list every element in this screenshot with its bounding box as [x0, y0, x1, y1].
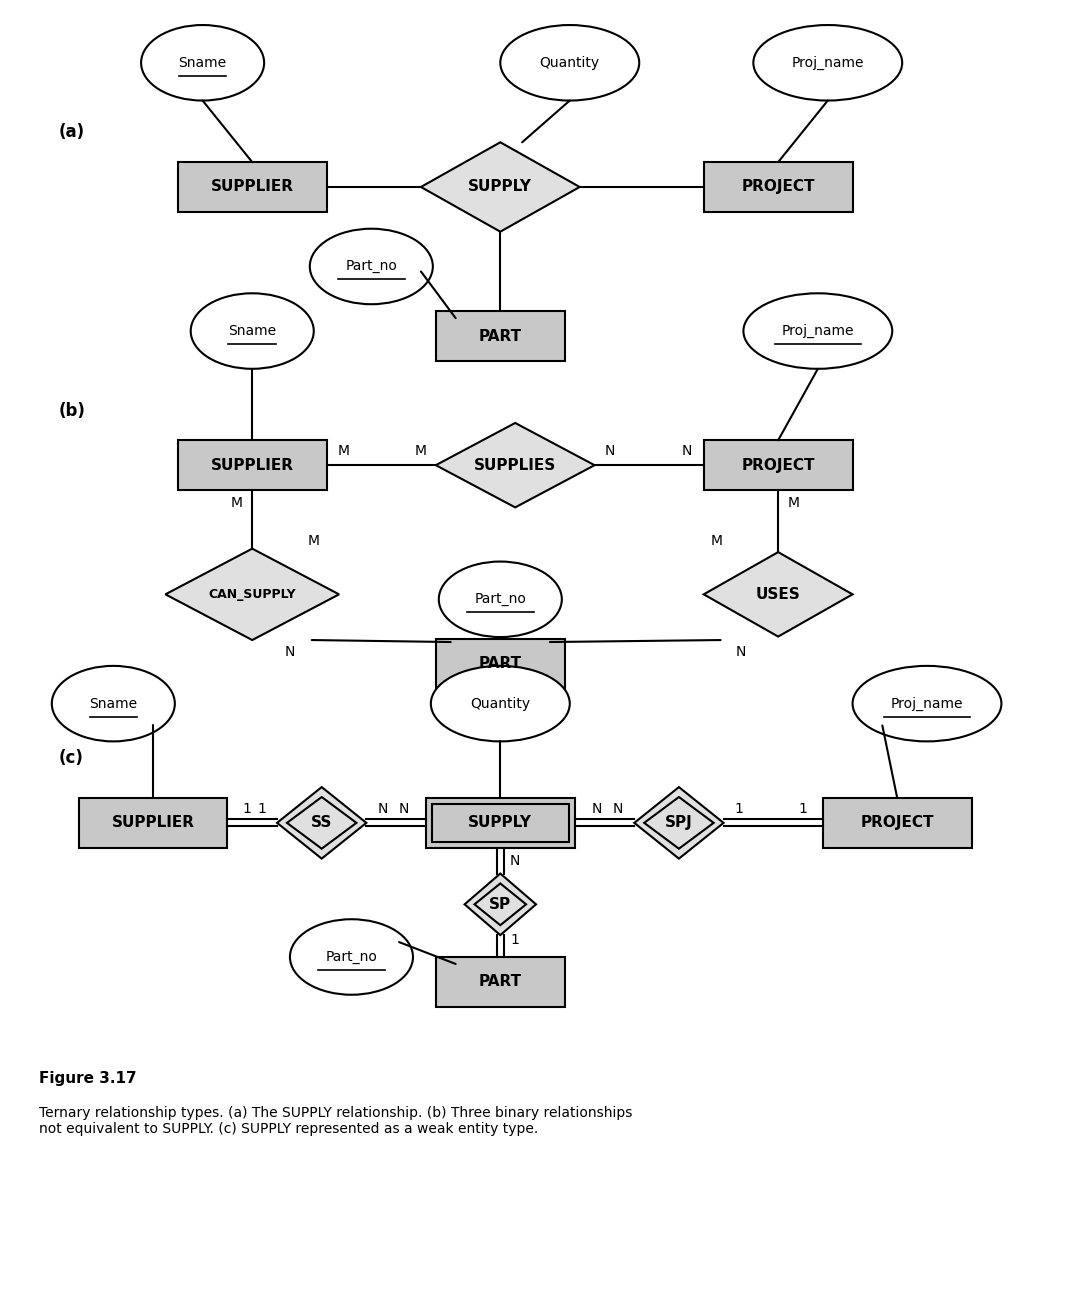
Text: SUPPLIER: SUPPLIER — [211, 180, 294, 194]
Text: SS: SS — [311, 815, 333, 831]
Text: Quantity: Quantity — [470, 696, 530, 710]
Text: Ternary relationship types. (a) The SUPPLY relationship. (b) Three binary relati: Ternary relationship types. (a) The SUPP… — [39, 1106, 632, 1136]
Text: Proj_name: Proj_name — [891, 696, 963, 710]
Text: SPJ: SPJ — [665, 815, 692, 831]
Ellipse shape — [310, 229, 433, 304]
Text: Proj_name: Proj_name — [792, 56, 864, 70]
Text: N: N — [285, 644, 295, 659]
Text: 1: 1 — [258, 802, 267, 817]
Text: Figure 3.17: Figure 3.17 — [39, 1071, 136, 1086]
Ellipse shape — [289, 919, 413, 995]
Text: PROJECT: PROJECT — [741, 180, 815, 194]
Text: PART: PART — [478, 974, 522, 990]
Text: M: M — [338, 444, 350, 458]
FancyBboxPatch shape — [704, 440, 852, 490]
Text: PART: PART — [478, 329, 522, 343]
Text: N: N — [378, 802, 389, 817]
FancyBboxPatch shape — [436, 311, 565, 361]
Text: SP: SP — [489, 897, 511, 912]
Text: USES: USES — [756, 587, 800, 602]
Text: M: M — [788, 496, 800, 510]
FancyBboxPatch shape — [178, 440, 326, 490]
Text: N: N — [605, 444, 615, 458]
Polygon shape — [436, 423, 595, 507]
Polygon shape — [704, 553, 852, 637]
Text: SUPPLIER: SUPPLIER — [211, 458, 294, 472]
Text: PROJECT: PROJECT — [741, 458, 815, 472]
FancyBboxPatch shape — [426, 798, 575, 848]
Text: Part_no: Part_no — [325, 950, 377, 964]
Text: M: M — [711, 533, 723, 547]
Polygon shape — [165, 549, 339, 641]
Text: Sname: Sname — [178, 56, 227, 70]
Polygon shape — [278, 787, 366, 859]
Text: N: N — [681, 444, 692, 458]
Text: Part_no: Part_no — [346, 260, 397, 273]
Polygon shape — [474, 884, 526, 925]
FancyBboxPatch shape — [432, 804, 569, 841]
Text: (c): (c) — [58, 749, 83, 767]
Ellipse shape — [141, 25, 265, 101]
Text: Proj_name: Proj_name — [782, 324, 854, 338]
Ellipse shape — [852, 666, 1001, 741]
Text: Sname: Sname — [90, 696, 137, 710]
Polygon shape — [464, 873, 536, 936]
Polygon shape — [287, 797, 356, 849]
Text: Sname: Sname — [228, 324, 276, 338]
Text: PROJECT: PROJECT — [861, 815, 934, 831]
Text: M: M — [308, 533, 320, 547]
FancyBboxPatch shape — [823, 798, 972, 848]
Text: 1: 1 — [734, 802, 743, 817]
Ellipse shape — [743, 294, 892, 369]
Text: 1: 1 — [243, 802, 252, 817]
FancyBboxPatch shape — [178, 162, 326, 212]
Polygon shape — [634, 787, 724, 859]
Text: 1: 1 — [511, 933, 519, 947]
Text: (a): (a) — [58, 123, 85, 141]
Ellipse shape — [500, 25, 639, 101]
Polygon shape — [644, 797, 714, 849]
Text: Part_no: Part_no — [474, 593, 526, 607]
Text: SUPPLY: SUPPLY — [469, 815, 532, 831]
Text: M: M — [415, 444, 427, 458]
Ellipse shape — [52, 666, 175, 741]
FancyBboxPatch shape — [704, 162, 852, 212]
Text: N: N — [735, 644, 745, 659]
Text: SUPPLIER: SUPPLIER — [111, 815, 194, 831]
Ellipse shape — [438, 562, 562, 637]
Text: CAN_SUPPLY: CAN_SUPPLY — [208, 587, 296, 600]
Text: SUPPLIES: SUPPLIES — [474, 458, 556, 472]
Polygon shape — [421, 142, 580, 232]
Text: Quantity: Quantity — [540, 56, 599, 70]
Text: SUPPLY: SUPPLY — [469, 180, 532, 194]
Text: N: N — [612, 802, 622, 817]
Ellipse shape — [754, 25, 902, 101]
Ellipse shape — [431, 666, 570, 741]
Text: N: N — [592, 802, 602, 817]
Ellipse shape — [191, 294, 314, 369]
Text: M: M — [230, 496, 242, 510]
FancyBboxPatch shape — [436, 639, 565, 688]
Text: N: N — [399, 802, 409, 817]
Text: 1: 1 — [798, 802, 808, 817]
Text: N: N — [510, 854, 521, 867]
FancyBboxPatch shape — [436, 958, 565, 1007]
Text: (b): (b) — [58, 401, 85, 419]
Text: PART: PART — [478, 656, 522, 672]
FancyBboxPatch shape — [79, 798, 228, 848]
